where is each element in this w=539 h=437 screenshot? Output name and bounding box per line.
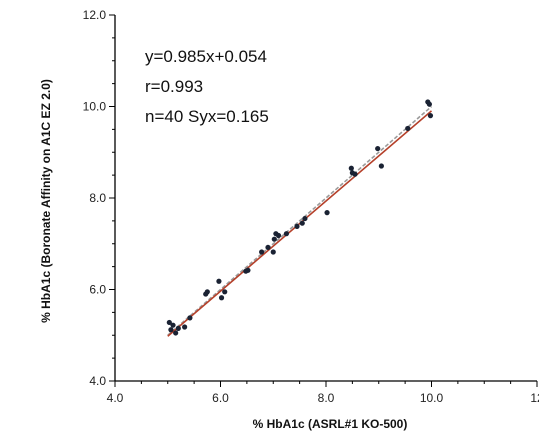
- x-tick-label: 10.0: [420, 391, 444, 405]
- x-tick-label: 4.0: [107, 391, 124, 405]
- data-point: [222, 289, 228, 295]
- fit-lines: [167, 105, 433, 337]
- data-points: [166, 99, 434, 336]
- data-point: [275, 232, 282, 239]
- equation-annotation: y=0.985x+0.054: [145, 47, 267, 66]
- data-point: [352, 171, 358, 177]
- data-point: [204, 289, 210, 295]
- data-point: [166, 319, 172, 326]
- data-point: [270, 249, 276, 255]
- y-tick-label: 10.0: [83, 100, 107, 114]
- y-tick-label: 6.0: [89, 283, 106, 297]
- data-point: [216, 278, 222, 284]
- data-point: [427, 113, 434, 119]
- data-point: [283, 231, 290, 237]
- correlation-annotation: r=0.993: [145, 77, 203, 96]
- data-point: [405, 125, 411, 132]
- identity-line: [167, 105, 433, 336]
- data-point: [271, 236, 277, 242]
- sample-stats-annotation: n=40 Syx=0.165: [145, 107, 269, 126]
- data-point: [294, 223, 300, 229]
- data-point: [259, 249, 265, 255]
- data-point: [426, 101, 432, 107]
- y-tick-label: 4.0: [89, 374, 106, 388]
- data-point: [170, 322, 176, 328]
- data-point: [187, 315, 193, 321]
- data-point: [182, 324, 188, 330]
- data-point: [302, 215, 308, 222]
- data-point: [175, 325, 181, 331]
- x-tick-label: 12: [530, 391, 539, 405]
- data-point: [348, 165, 354, 171]
- y-tick-label: 12.0: [83, 8, 107, 22]
- x-tick-label: 6.0: [212, 391, 229, 405]
- data-point: [375, 145, 381, 152]
- data-point: [168, 327, 174, 333]
- chart-axes: 4.0 6.0 8.0 10.0 12 4.0 6.0 8.0 10.0 12.0: [83, 8, 539, 405]
- data-point: [218, 295, 225, 301]
- regression-line: [167, 110, 433, 337]
- data-point: [245, 267, 251, 273]
- data-point: [173, 330, 179, 336]
- data-point: [378, 163, 384, 169]
- data-point: [299, 220, 305, 226]
- data-point: [265, 244, 271, 251]
- y-axis-label: % HbA1c (Boronate Affinity on A1C EZ 2.0…: [39, 79, 53, 323]
- y-tick-label: 8.0: [89, 191, 106, 205]
- data-point: [324, 210, 330, 216]
- x-tick-label: 8.0: [318, 391, 335, 405]
- x-axis-label: % HbA1c (ASRL#1 KO-500): [253, 417, 408, 431]
